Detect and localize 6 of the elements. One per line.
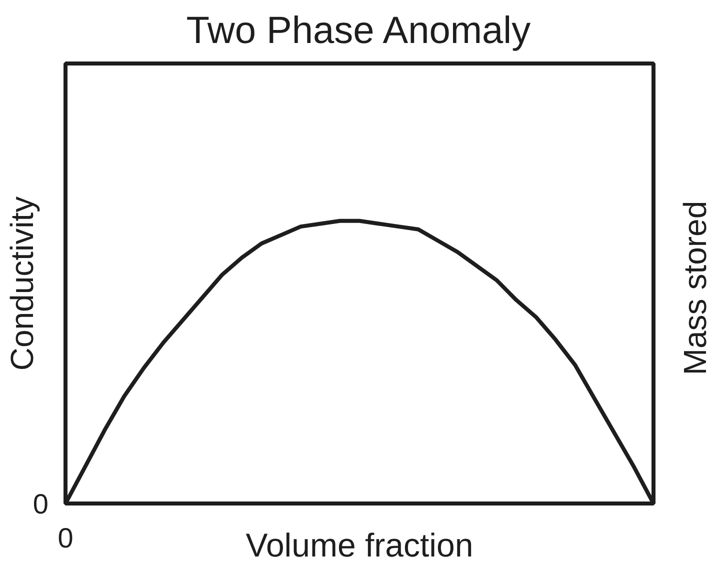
y2-axis-title: Mass stored [677,200,713,376]
y-axis-title: Conductivity [4,196,40,371]
chart-title: Two Phase Anomaly [186,10,531,52]
text: 0 [58,522,74,554]
text: 0 [32,488,49,520]
x-axis-title: Volume fraction [246,526,474,564]
